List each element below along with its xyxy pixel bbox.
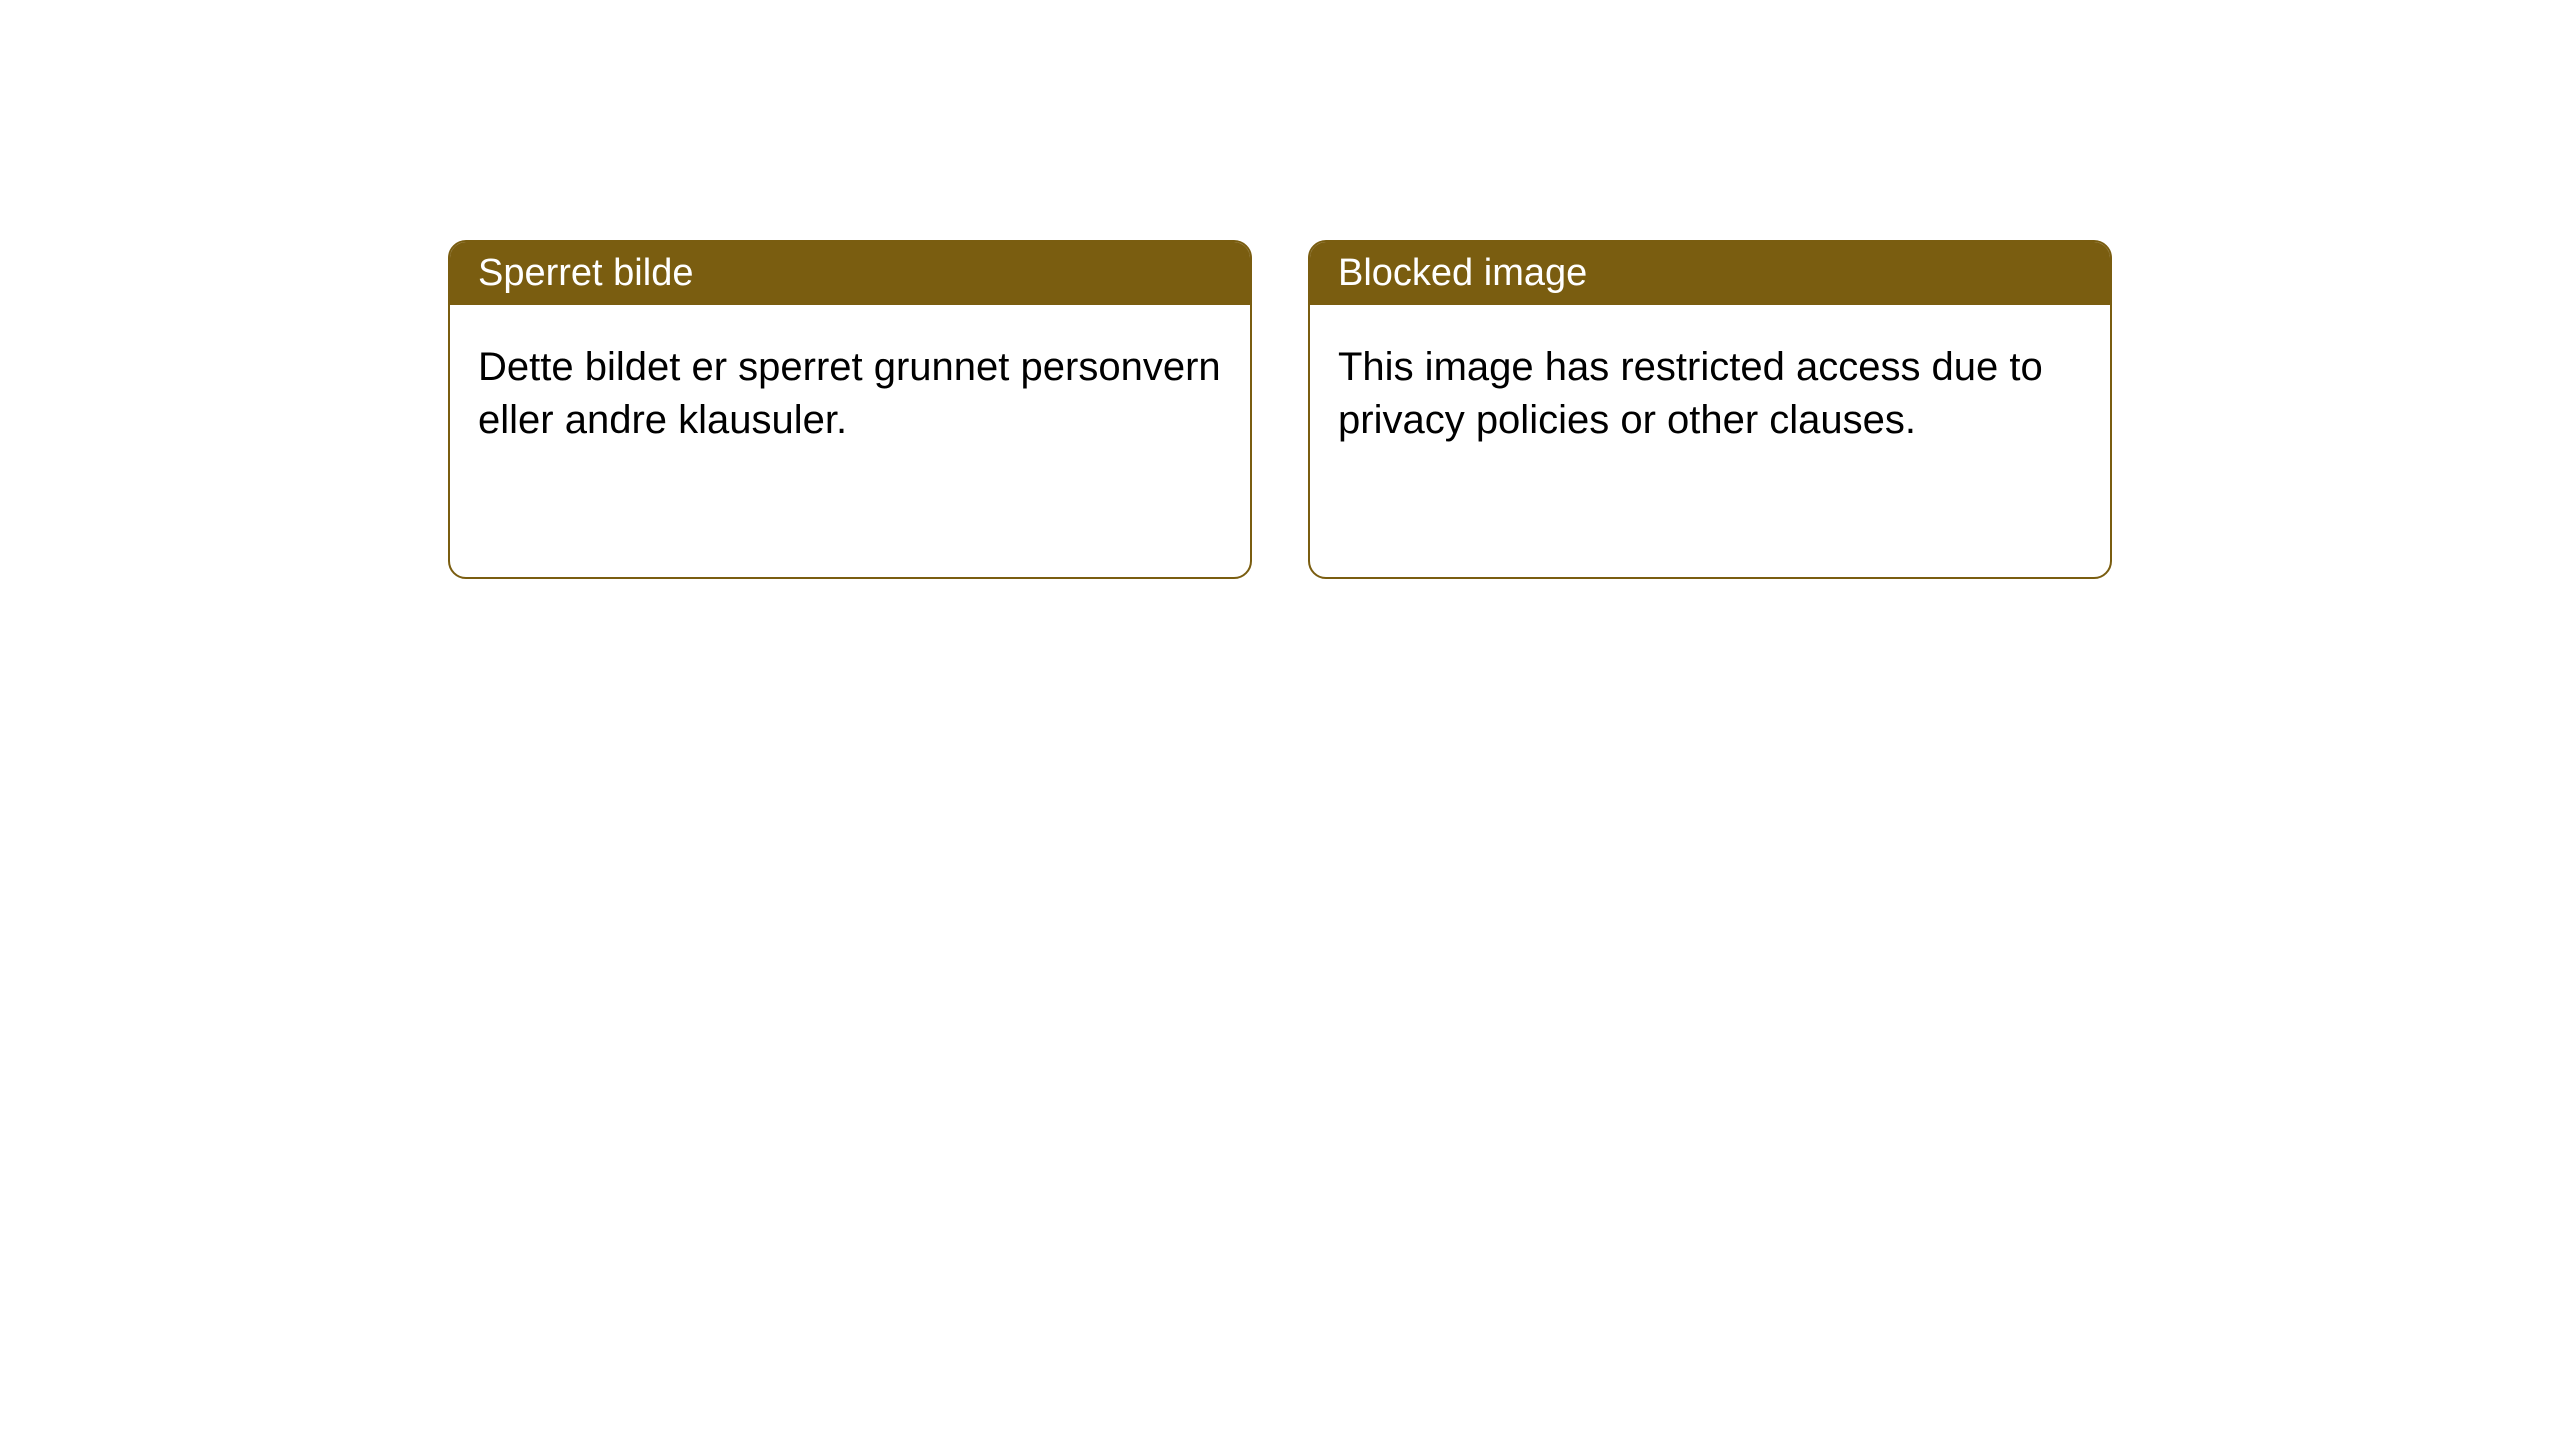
card-title: Sperret bilde bbox=[478, 252, 693, 294]
card-body: Dette bildet er sperret grunnet personve… bbox=[450, 305, 1250, 577]
card-header: Blocked image bbox=[1310, 242, 2110, 305]
notice-cards-container: Sperret bilde Dette bildet er sperret gr… bbox=[0, 0, 2560, 579]
card-header: Sperret bilde bbox=[450, 242, 1250, 305]
card-title: Blocked image bbox=[1338, 252, 1587, 294]
card-body-text: This image has restricted access due to … bbox=[1338, 345, 2043, 442]
blocked-image-card-en: Blocked image This image has restricted … bbox=[1308, 240, 2112, 579]
blocked-image-card-no: Sperret bilde Dette bildet er sperret gr… bbox=[448, 240, 1252, 579]
card-body: This image has restricted access due to … bbox=[1310, 305, 2110, 577]
card-body-text: Dette bildet er sperret grunnet personve… bbox=[478, 345, 1221, 442]
